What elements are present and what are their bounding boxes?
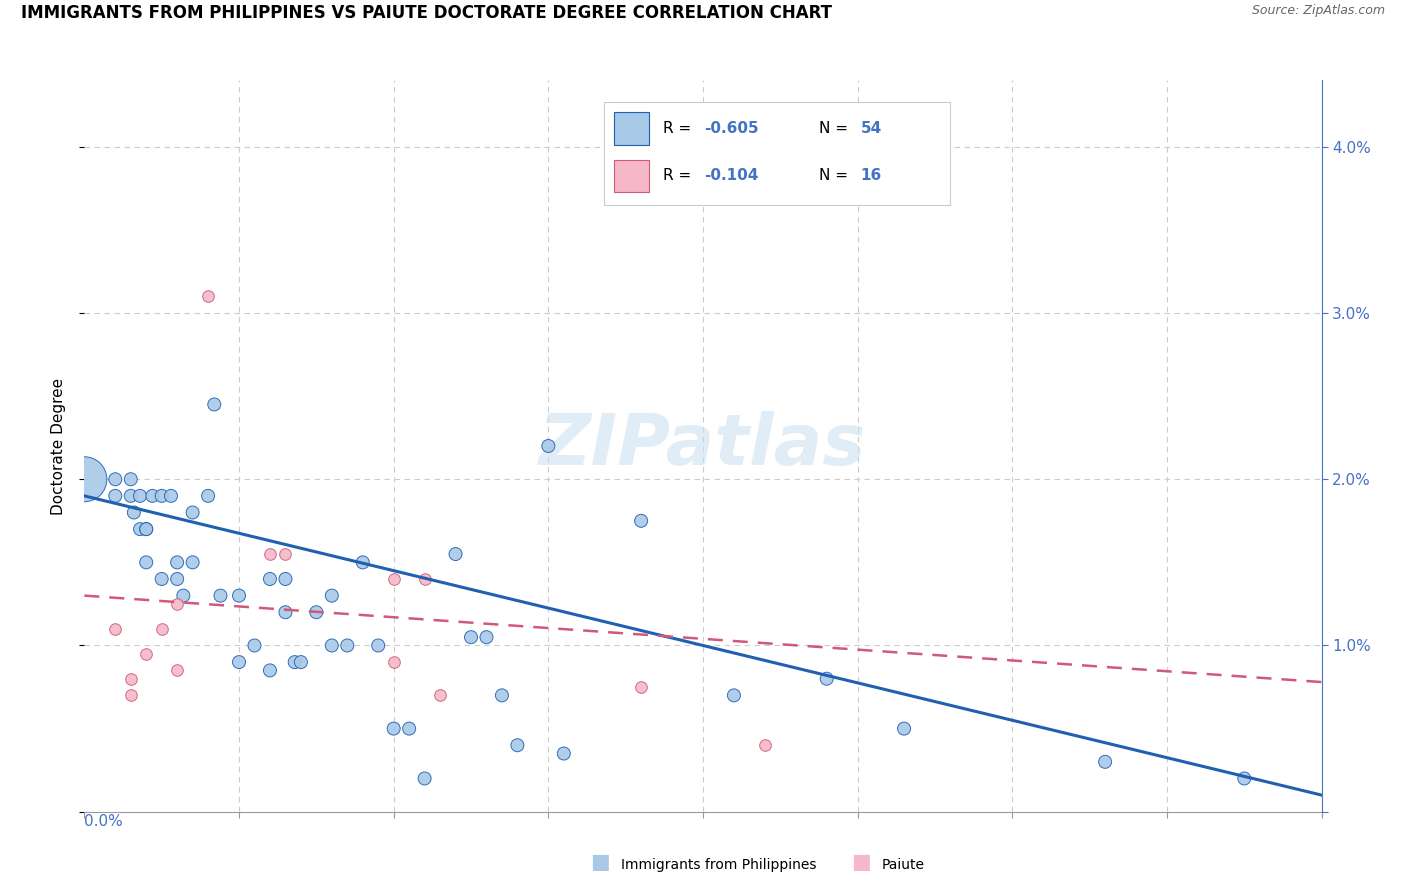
Point [413,572,436,586]
Point [321,639,343,653]
Point [274,572,297,586]
Point [166,555,188,569]
Point [537,439,560,453]
Point [259,572,281,586]
Text: 0.0%: 0.0% [84,814,124,829]
Point [630,680,652,694]
Point [228,589,250,603]
Point [491,689,513,703]
Point [73,472,96,486]
Point [815,672,838,686]
Point [259,664,281,678]
Point [120,689,142,703]
Point [166,597,188,611]
Point [135,647,157,661]
Point [259,547,281,561]
Point [506,738,529,752]
Point [197,289,219,303]
Point [150,572,173,586]
Point [382,722,405,736]
Point [150,622,173,636]
Point [367,639,389,653]
Point [129,522,152,536]
Point [475,630,498,644]
Point [135,555,157,569]
Point [129,489,152,503]
Point [336,639,359,653]
Point [352,555,374,569]
Point [202,397,225,411]
Point [104,472,127,486]
Point [274,547,297,561]
Point [893,722,915,736]
Point [104,489,127,503]
Point [1233,772,1256,786]
Point [382,655,405,669]
Point [197,489,219,503]
Point [160,489,183,503]
Point [120,672,142,686]
Point [104,622,127,636]
Point [284,655,307,669]
Text: ■: ■ [851,853,870,872]
Point [150,489,173,503]
Text: Source: ZipAtlas.com: Source: ZipAtlas.com [1251,4,1385,18]
Point [209,589,232,603]
Text: ZIPatlas: ZIPatlas [540,411,866,481]
Point [460,630,482,644]
Point [1094,755,1116,769]
Point [135,522,157,536]
Point [166,572,188,586]
Point [120,472,142,486]
Point [274,605,297,619]
Point [135,522,157,536]
Point [141,489,163,503]
Point [429,689,451,703]
Point [243,639,266,653]
Text: ■: ■ [591,853,610,872]
Point [413,772,436,786]
Point [723,689,745,703]
Point [382,572,405,586]
Text: IMMIGRANTS FROM PHILIPPINES VS PAIUTE DOCTORATE DEGREE CORRELATION CHART: IMMIGRANTS FROM PHILIPPINES VS PAIUTE DO… [21,4,832,22]
Point [120,489,142,503]
Point [181,555,204,569]
Point [630,514,652,528]
Text: Immigrants from Philippines: Immigrants from Philippines [621,858,817,872]
Point [290,655,312,669]
Point [166,664,188,678]
Point [754,738,776,752]
Point [122,506,145,520]
Point [553,747,575,761]
Text: Paiute: Paiute [882,858,925,872]
Point [228,655,250,669]
Y-axis label: Doctorate Degree: Doctorate Degree [51,377,66,515]
Point [172,589,194,603]
Point [398,722,420,736]
Point [444,547,467,561]
Point [305,605,328,619]
Point [321,589,343,603]
Point [181,506,204,520]
